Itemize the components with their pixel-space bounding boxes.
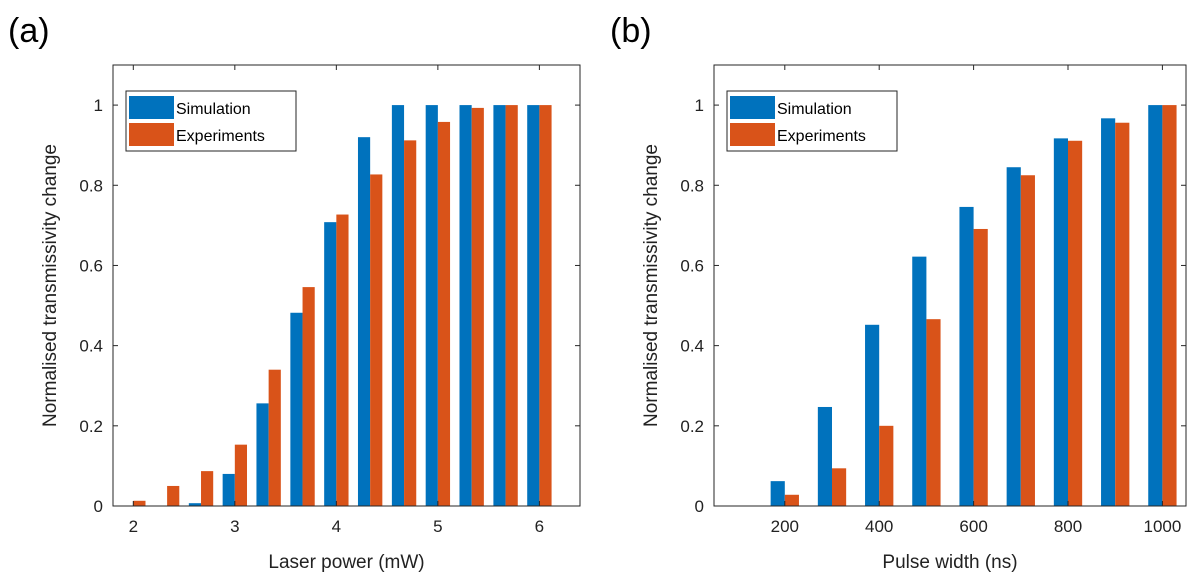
y-axis-title: Normalised transmissivity change bbox=[641, 144, 662, 427]
panel-label: (a) bbox=[8, 12, 50, 50]
legend: Simulation Experiments bbox=[125, 90, 297, 152]
bar-experiments bbox=[201, 471, 214, 506]
bar-simulation bbox=[459, 105, 472, 506]
x-axis-title: Laser power (mW) bbox=[268, 552, 424, 573]
y-tick-label: 0 bbox=[695, 497, 704, 516]
y-tick-label: 0.8 bbox=[79, 176, 103, 195]
bar-experiments bbox=[1020, 175, 1035, 506]
bar-experiments bbox=[505, 105, 518, 506]
axes-box bbox=[713, 64, 1187, 507]
x-tick-label: 1000 bbox=[1143, 517, 1181, 536]
legend: Simulation Experiments bbox=[726, 90, 898, 152]
bar-simulation bbox=[1148, 105, 1163, 506]
bar-experiments bbox=[539, 105, 552, 506]
bar-simulation bbox=[1006, 167, 1021, 506]
y-tick-label: 1 bbox=[94, 96, 103, 115]
bar-experiments bbox=[471, 107, 484, 506]
y-tick-label: 0.4 bbox=[680, 337, 704, 356]
y-tick-label: 0.2 bbox=[680, 417, 704, 436]
x-tick-label: 800 bbox=[1054, 517, 1082, 536]
x-tick-label: 600 bbox=[959, 517, 987, 536]
x-tick-label: 4 bbox=[332, 517, 341, 536]
bar-simulation bbox=[188, 503, 202, 506]
y-tick-label: 0 bbox=[94, 497, 103, 516]
x-tick-label: 5 bbox=[433, 517, 442, 536]
bar-experiments bbox=[784, 494, 799, 506]
bar-simulation bbox=[1053, 138, 1068, 506]
legend-swatch-simulation bbox=[730, 96, 775, 119]
x-axis-title: Pulse width (ns) bbox=[882, 552, 1017, 573]
legend-swatch-experiments bbox=[129, 123, 174, 146]
bar-experiments bbox=[832, 468, 847, 506]
x-tick-label: 200 bbox=[771, 517, 799, 536]
bar-experiments bbox=[370, 174, 383, 506]
bar-simulation bbox=[493, 105, 506, 506]
y-tick-label: 0.6 bbox=[79, 256, 103, 275]
bar-experiments bbox=[1162, 105, 1177, 506]
bar-experiments bbox=[879, 425, 894, 506]
bar-simulation bbox=[222, 473, 235, 506]
bar-simulation bbox=[865, 324, 880, 506]
bar-experiments bbox=[1115, 122, 1130, 507]
legend-label-experiments: Experiments bbox=[176, 128, 265, 145]
chart-panel-b: (b) 200 400 600 800 1000 0 0.2 0.4 0.6 0.8 1 Pulse w… bbox=[610, 12, 1187, 573]
bar-experiments bbox=[926, 319, 941, 506]
bar-simulation bbox=[324, 222, 337, 506]
axes-box bbox=[112, 64, 581, 507]
bar-simulation bbox=[391, 105, 405, 506]
bar-experiments bbox=[404, 140, 417, 506]
bar-experiments bbox=[336, 214, 349, 506]
bar-simulation bbox=[912, 256, 927, 506]
bar-simulation bbox=[959, 206, 974, 506]
legend-label-simulation: Simulation bbox=[777, 101, 852, 118]
bar-simulation bbox=[770, 481, 785, 506]
panel-label: (b) bbox=[610, 12, 652, 50]
bar-simulation bbox=[1101, 118, 1116, 506]
legend-swatch-simulation bbox=[129, 96, 174, 119]
x-tick-label: 6 bbox=[535, 517, 544, 536]
legend-swatch-experiments bbox=[730, 123, 775, 146]
chart-panel-a: (a) 2 3 4 5 6 0 0.2 0.4 0.6 0.8 1 Laser power (mW) No… bbox=[8, 12, 581, 573]
bar-experiments bbox=[1068, 140, 1083, 506]
bar-simulation bbox=[425, 105, 438, 506]
bar-experiments bbox=[234, 444, 248, 506]
y-tick-label: 0.4 bbox=[79, 337, 103, 356]
bar-experiments bbox=[268, 369, 281, 506]
bar-simulation bbox=[290, 312, 303, 506]
y-tick-label: 0.2 bbox=[79, 417, 103, 436]
x-tick-label: 3 bbox=[230, 517, 239, 536]
bar-experiments bbox=[167, 485, 180, 506]
x-tick-label: 400 bbox=[865, 517, 893, 536]
bar-simulation bbox=[527, 105, 540, 506]
legend-label-experiments: Experiments bbox=[777, 128, 866, 145]
bar-experiments bbox=[302, 287, 315, 506]
y-tick-label: 0.8 bbox=[680, 176, 704, 195]
bar-simulation bbox=[256, 403, 269, 506]
bar-simulation bbox=[357, 137, 371, 506]
legend-label-simulation: Simulation bbox=[176, 101, 251, 118]
bar-experiments bbox=[973, 228, 988, 507]
x-tick-label: 2 bbox=[129, 517, 138, 536]
bar-experiments bbox=[437, 121, 451, 507]
bar-experiments bbox=[133, 500, 146, 506]
y-axis-title: Normalised transmissivity change bbox=[40, 144, 61, 427]
y-tick-label: 1 bbox=[695, 96, 704, 115]
y-tick-label: 0.6 bbox=[680, 256, 704, 275]
bar-simulation bbox=[817, 406, 832, 506]
